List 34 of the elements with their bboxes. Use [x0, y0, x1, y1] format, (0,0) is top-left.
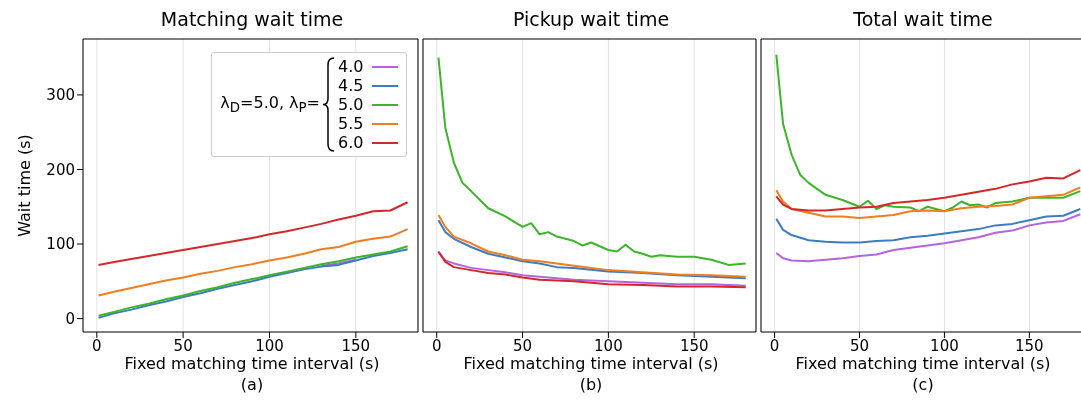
legend-label: 4.5: [338, 76, 365, 95]
x-axis-title: Fixed matching time interval (s): [123, 354, 381, 375]
text: (b): [578, 375, 604, 394]
x-axis-title: Fixed matching time interval (s): [794, 354, 1052, 375]
x-tick-label: 50: [513, 336, 533, 355]
x-tick-label: 150: [341, 336, 371, 355]
text: (a): [239, 375, 265, 394]
x-tick-label: 0: [92, 336, 102, 355]
legend-label: 5.0: [338, 95, 365, 114]
chart-title: Matching wait time: [159, 8, 345, 32]
y-tick-label: 300: [46, 86, 75, 105]
text: (c): [911, 375, 935, 394]
y-axis-title: Wait time (s): [14, 134, 34, 237]
legend-label: 5.5: [338, 114, 365, 133]
x-tick-label: 50: [849, 336, 870, 355]
x-tick-label: 0: [769, 336, 780, 355]
line-series: [97, 228, 409, 297]
chart-title: Pickup wait time: [511, 8, 671, 32]
x-axis-title: Fixed matching time interval (s): [462, 354, 720, 375]
legend-label: 4.0: [338, 57, 365, 76]
x-tick-label: 100: [255, 336, 284, 355]
x-tick-label: 50: [173, 336, 193, 355]
x-tick-label: 100: [930, 336, 959, 355]
y-tick-label: 0: [65, 309, 75, 328]
line-series: [97, 201, 409, 266]
chart-title: Total wait time: [852, 8, 994, 32]
x-tick-label: 0: [431, 336, 442, 355]
y-tick-label: 200: [46, 160, 75, 179]
x-tick-label: 150: [1015, 336, 1044, 355]
legend-label: 6.0: [338, 133, 365, 152]
x-tick-label: 150: [679, 336, 709, 355]
legend-title: λ$_{D}$=5.0, λ$_{P}$=: [220, 93, 320, 116]
y-tick-label: 100: [46, 235, 75, 254]
x-tick-label: 100: [594, 336, 623, 355]
